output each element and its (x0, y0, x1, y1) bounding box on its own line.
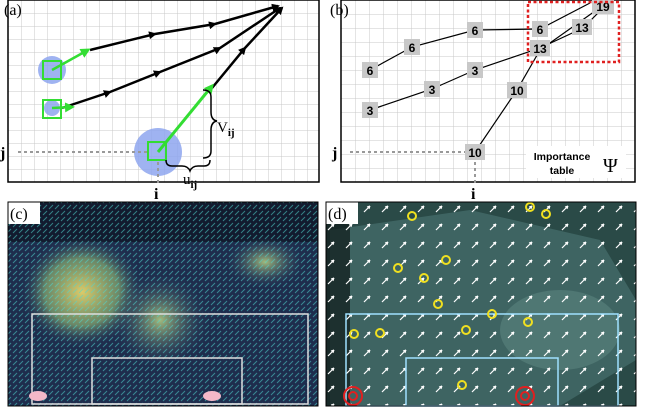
trajectory-lower (211, 6, 284, 89)
tracked-players (349, 202, 551, 390)
j-axis-label: j (0, 145, 5, 162)
i-axis-label-b: i (471, 186, 476, 203)
cell-value: 10 (468, 146, 482, 160)
cell-value: 6 (537, 23, 544, 37)
player-marker (487, 309, 497, 319)
cell (424, 81, 440, 97)
player-marker (461, 325, 471, 335)
cell (404, 39, 420, 55)
goal-markers (343, 386, 535, 406)
cell-value: 13 (575, 21, 589, 35)
green-vector-ij (156, 83, 214, 153)
cell (467, 62, 483, 78)
goal-marker-right-core (520, 391, 530, 401)
green-vector-top (51, 48, 91, 72)
cell (362, 102, 378, 118)
j-axis-label-b: j (331, 145, 337, 162)
u-label: uij (183, 172, 197, 191)
player-marker (523, 317, 533, 327)
green-vector-mid (51, 102, 75, 113)
player-marker (375, 328, 385, 338)
v-label: Vij (217, 120, 235, 139)
panel-d-tag-bg (326, 202, 358, 224)
cell-value: 10 (510, 84, 524, 98)
panel-d-tag: (d) (328, 206, 347, 223)
v-bracket (202, 89, 218, 159)
green-box-mid (42, 99, 62, 119)
player-marker (441, 255, 451, 265)
cell-value: 3 (367, 104, 374, 118)
panel-c-tag: (c) (10, 206, 28, 223)
player-marker (457, 380, 467, 390)
goal-marker-left (343, 386, 363, 406)
panel-d: (d) (325, 201, 637, 407)
player-marker (419, 273, 429, 283)
cell-value: 3 (472, 64, 479, 78)
panel-c-tag-bg (8, 202, 40, 224)
green-box-top (42, 60, 62, 80)
i-axis-label: i (154, 186, 159, 203)
pink-marker-right (203, 391, 221, 401)
psi-symbol: Ψ (603, 155, 618, 177)
top-region-highlight (526, 0, 621, 64)
player-marker (541, 209, 551, 219)
cell (467, 22, 483, 38)
cell (362, 62, 378, 78)
goal-marker-left-core (348, 391, 358, 401)
panel-d-frame (325, 201, 637, 407)
cell-value: 19 (596, 0, 610, 14)
panel-c-frame (7, 201, 319, 407)
importance-label-line2: table (550, 165, 575, 177)
cell-value: 3 (429, 83, 436, 97)
cell (572, 19, 592, 35)
scene-quiver (326, 202, 636, 406)
player-marker (393, 263, 403, 273)
pink-marker-left (29, 391, 47, 401)
cell-value: 6 (472, 24, 479, 38)
panel-a-tag: (a) (4, 2, 22, 19)
u-bracket (165, 159, 211, 174)
importance-label-line1: Importance (534, 151, 591, 163)
green-box-ij (147, 141, 167, 161)
cell (507, 82, 527, 98)
panel-a-frame (7, 0, 320, 183)
cell-value: 6 (409, 41, 416, 55)
goal-marker-right (515, 386, 535, 406)
cell-value: 6 (367, 64, 374, 78)
player-marker (525, 202, 535, 212)
cell (465, 144, 485, 160)
cell (532, 21, 548, 37)
panel-b-tag: (b) (330, 2, 349, 19)
panel-b-frame (340, 0, 636, 183)
cell (530, 40, 550, 56)
panel-a: (a) Vij uij j i (0, 0, 320, 203)
player-marker (433, 299, 443, 309)
player-marker (349, 329, 359, 339)
flow-quiver (8, 202, 318, 406)
panel-b: (b) 6 6 6 6 19 13 13 3 3 3 (330, 0, 636, 203)
cell (592, 0, 614, 14)
importance-label-bg (526, 146, 626, 178)
importance-cells: 6 6 6 6 19 13 13 3 3 3 10 10 (362, 0, 614, 160)
field-box-inner (91, 357, 243, 405)
cell-value: 13 (533, 42, 547, 56)
panel-c: (c) (7, 201, 319, 407)
player-marker (407, 211, 417, 221)
